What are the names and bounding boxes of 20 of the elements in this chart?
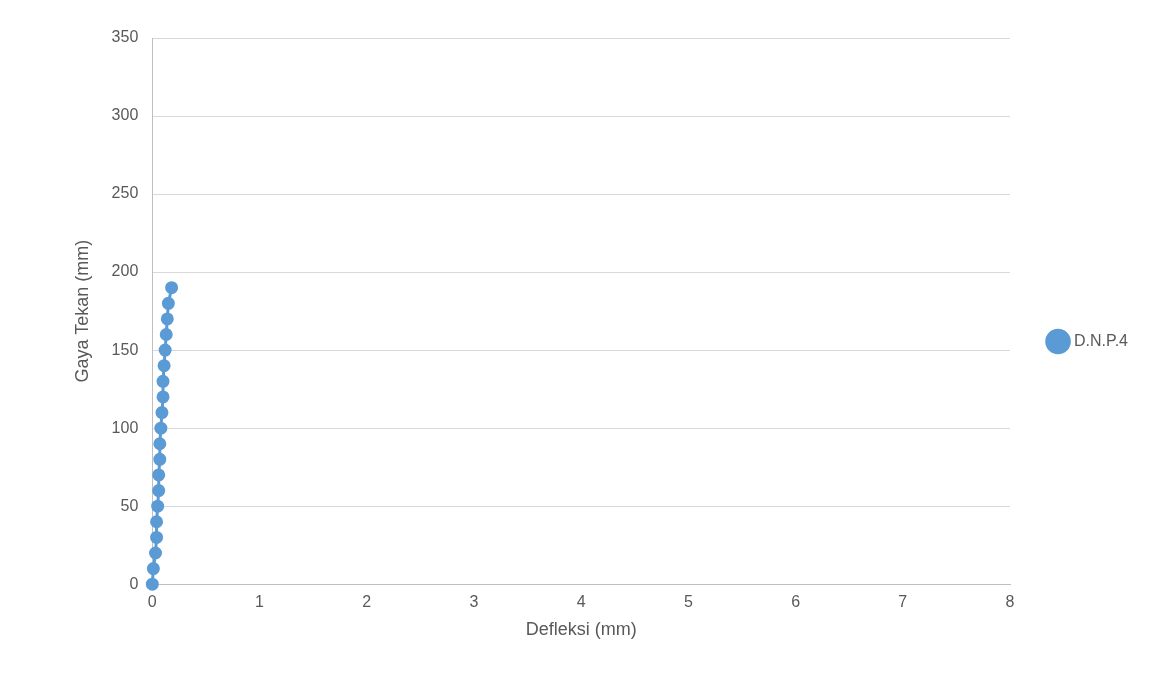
y-tick-label: 200 — [111, 262, 139, 280]
x-tick-label: 3 — [469, 593, 479, 611]
y-tick-label: 300 — [111, 106, 139, 124]
x-tick-label: 5 — [683, 593, 693, 611]
y-tick-label: 50 — [120, 496, 139, 514]
x-tick-label: 1 — [255, 593, 265, 611]
y-tick-label: 150 — [111, 340, 139, 358]
x-tick-label: 2 — [362, 593, 372, 611]
y-tick-label: 350 — [111, 28, 139, 46]
x-tick-label: 8 — [1005, 593, 1015, 611]
x-tick-label: 7 — [898, 593, 908, 611]
x-tick-label: 4 — [576, 593, 586, 611]
x-tick-label: 6 — [791, 593, 801, 611]
y-axis-title: Gaya Tekan (mm) — [71, 239, 92, 383]
y-tick-label: 0 — [129, 574, 139, 592]
y-tick-label: 250 — [111, 184, 139, 202]
x-tick-label: 0 — [147, 593, 157, 611]
y-tick-label: 100 — [111, 418, 139, 436]
x-axis-title: Defleksi (mm) — [525, 619, 637, 640]
legend-label: D.N.P.4 — [1074, 331, 1129, 349]
